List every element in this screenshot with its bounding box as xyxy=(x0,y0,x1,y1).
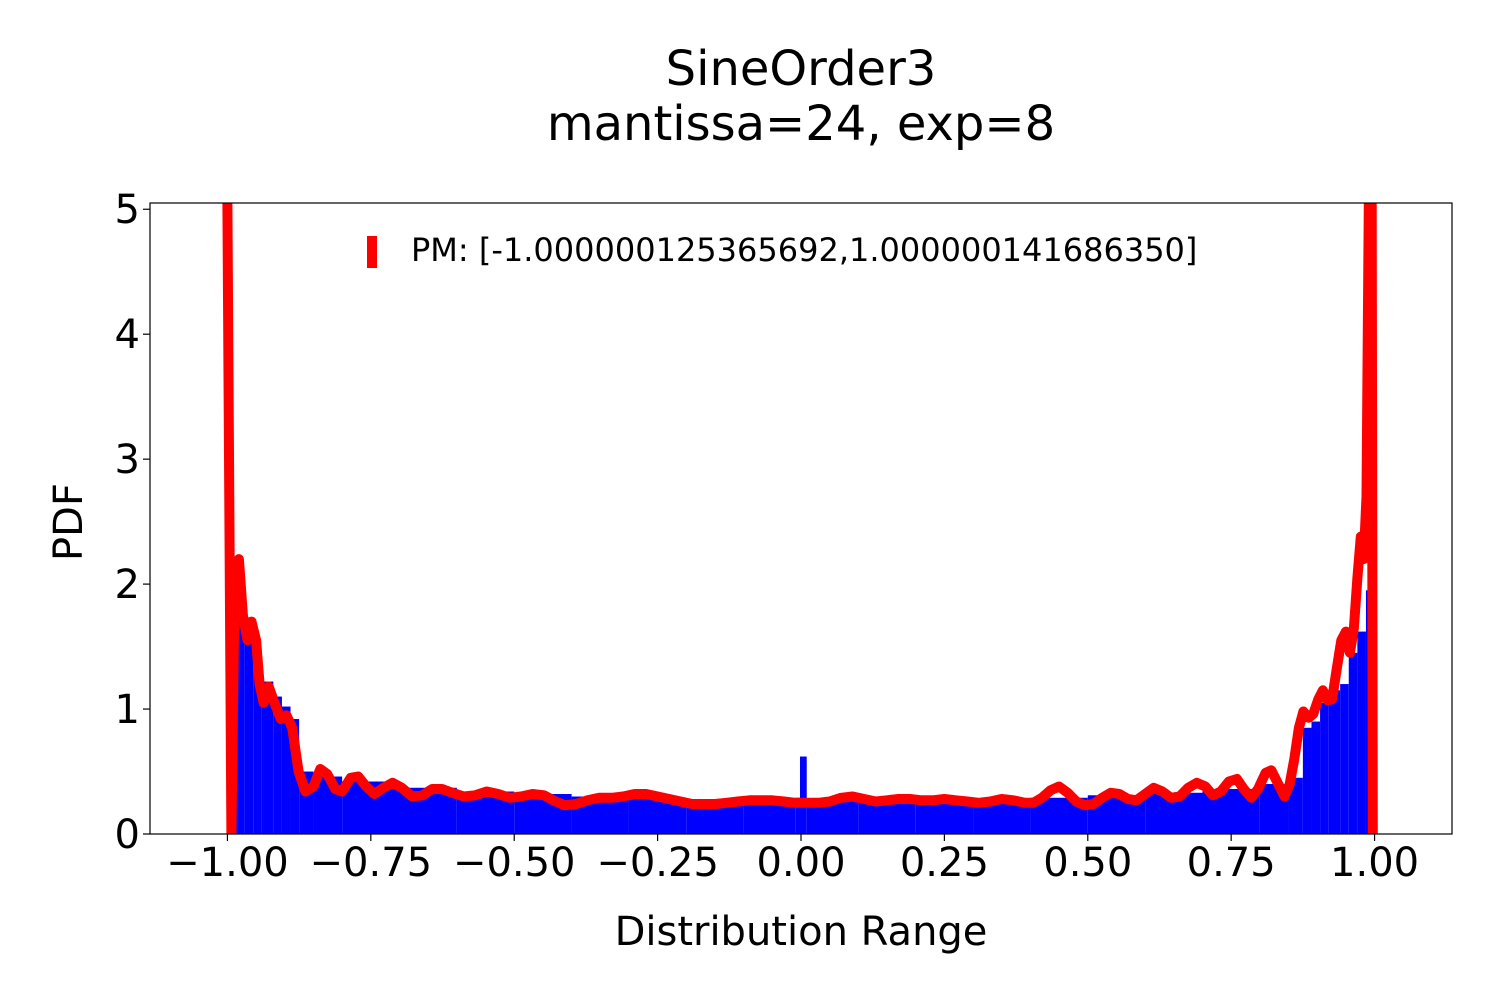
x-tick-label: 0.00 xyxy=(756,840,845,886)
y-tick-label: 0 xyxy=(115,812,140,858)
y-tick-label: 5 xyxy=(115,187,140,233)
y-tick-label: 2 xyxy=(115,562,140,608)
histogram-bar xyxy=(281,706,291,834)
y-tick-label: 1 xyxy=(115,687,140,733)
x-tick-label: 0.50 xyxy=(1043,840,1132,886)
histogram-bar xyxy=(1311,721,1321,834)
histogram-bar xyxy=(1302,727,1312,834)
histogram-bar xyxy=(795,797,801,834)
x-tick-label: −0.25 xyxy=(596,840,719,886)
x-tick-label: −0.50 xyxy=(453,840,576,886)
pm-curve-layer xyxy=(222,203,1378,834)
x-tick-label: 1.00 xyxy=(1330,840,1419,886)
chart-title: SineOrder3 xyxy=(666,41,937,97)
plot-area xyxy=(150,203,1452,834)
histogram-bar xyxy=(801,756,807,834)
histogram-bar xyxy=(290,719,300,834)
legend: PM: [-1.000000125365692,1.00000014168635… xyxy=(367,231,1197,269)
chart-subtitle: mantissa=24, exp=8 xyxy=(547,96,1055,152)
y-axis-ticks: 0 1 2 3 4 5 xyxy=(115,187,150,858)
histogram-bar xyxy=(1320,702,1329,834)
histogram-bar xyxy=(1340,684,1349,834)
x-tick-label: 0.25 xyxy=(900,840,989,886)
histogram-bar xyxy=(1288,777,1303,834)
histogram-bar xyxy=(253,652,262,834)
histogram-bar xyxy=(800,756,802,834)
legend-swatch xyxy=(367,236,377,268)
histogram-bar xyxy=(1365,590,1369,834)
y-tick-label: 3 xyxy=(115,437,140,483)
y-axis-label: PDF xyxy=(46,483,92,561)
histogram-bar xyxy=(1328,690,1341,834)
histogram-bar xyxy=(1348,652,1358,834)
histogram-bar xyxy=(858,800,916,834)
x-axis-ticks: −1.00 −0.75 −0.50 −0.25 0.00 0.25 0.50 0.75 1.00 xyxy=(166,834,1419,886)
histogram-bar xyxy=(233,602,245,834)
histogram-bar xyxy=(261,681,274,834)
histogram-bar xyxy=(1357,631,1366,834)
x-axis-label: Distribution Range xyxy=(615,909,988,955)
histogram-bar xyxy=(244,634,254,834)
x-tick-label: −1.00 xyxy=(166,840,289,886)
x-tick-label: −0.75 xyxy=(310,840,433,886)
y-tick-label: 4 xyxy=(115,312,140,358)
histogram-bar xyxy=(273,696,282,834)
x-tick-label: 0.75 xyxy=(1187,840,1276,886)
legend-label: PM: [-1.000000125365692,1.00000014168635… xyxy=(411,231,1197,269)
pm-curve-line xyxy=(222,203,1378,834)
